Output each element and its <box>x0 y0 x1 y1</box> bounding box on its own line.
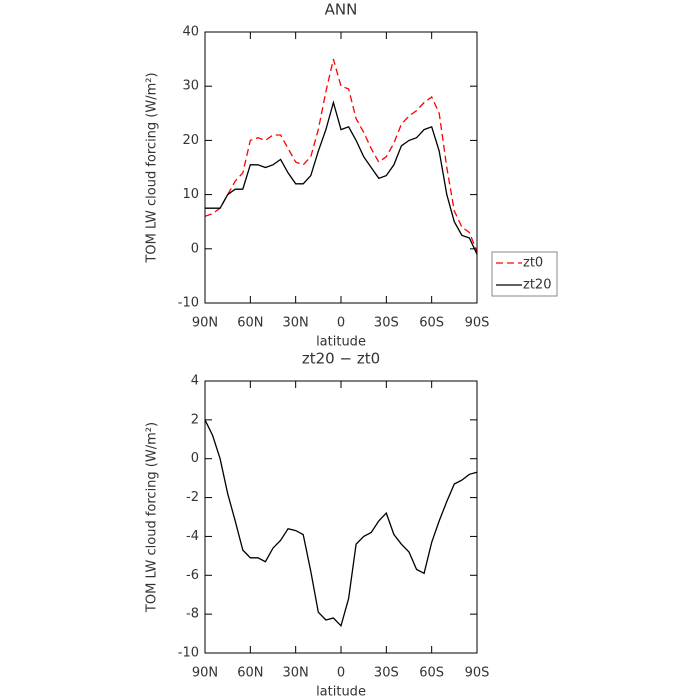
x-tick-label: 30S <box>374 316 399 331</box>
x-tick-label: 30N <box>283 666 309 681</box>
x-tick-label: 60N <box>237 316 263 331</box>
y-tick-label: 4 <box>191 374 199 389</box>
y-tick-label: 10 <box>182 187 199 202</box>
plot-frame <box>204 380 478 654</box>
y-tick-label: 20 <box>182 133 199 148</box>
y-axis-label: TOM LW cloud forcing (W/m²) <box>145 72 160 263</box>
plot-frame <box>204 31 478 304</box>
x-tick-label: 60S <box>419 666 444 681</box>
data-line <box>205 100 478 255</box>
y-tick-label: 30 <box>182 79 199 94</box>
x-tick-label: 90S <box>465 316 490 331</box>
x-tick-label: 30N <box>283 316 309 331</box>
y-tick-label: -10 <box>178 296 199 311</box>
x-tick-label: 90S <box>465 666 490 681</box>
x-tick-label: 90N <box>192 666 218 681</box>
legend-label: zt20 <box>523 278 551 293</box>
x-tick-label: 90N <box>192 316 218 331</box>
x-tick-label: 30S <box>374 666 399 681</box>
y-tick-label: 40 <box>182 25 199 40</box>
y-axis-label: TOM LW cloud forcing (W/m²) <box>145 422 160 613</box>
chart-title: zt20 − zt0 <box>302 350 380 368</box>
x-axis-label: latitude <box>316 685 366 700</box>
chart-title: ANN <box>325 1 358 19</box>
y-tick-label: -2 <box>186 490 199 505</box>
x-tick-label: 0 <box>337 316 345 331</box>
x-tick-label: 60S <box>419 316 444 331</box>
legend-box <box>491 251 558 297</box>
x-tick-label: 0 <box>337 666 345 681</box>
y-tick-label: -6 <box>186 568 199 583</box>
y-tick-label: 0 <box>191 241 199 256</box>
y-tick-label: 0 <box>191 451 199 466</box>
x-tick-label: 60N <box>237 666 263 681</box>
y-tick-label: -10 <box>178 646 199 661</box>
x-axis-label: latitude <box>316 335 366 350</box>
data-line <box>204 58 478 252</box>
y-tick-label: -4 <box>186 529 199 544</box>
data-line <box>204 419 478 628</box>
legend-label: zt0 <box>523 256 543 271</box>
y-tick-label: -8 <box>186 607 199 622</box>
y-tick-label: 2 <box>191 412 199 427</box>
